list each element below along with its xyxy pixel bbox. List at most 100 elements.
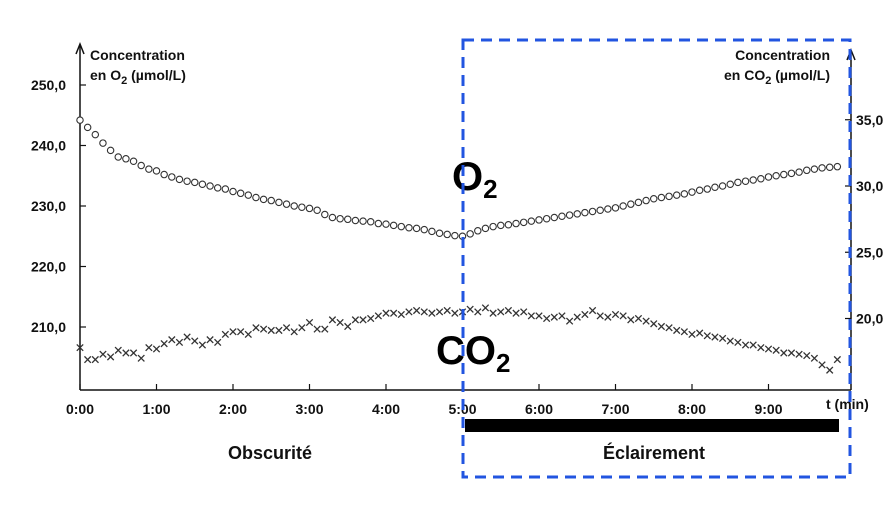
co2-point <box>267 326 275 335</box>
o2-point <box>496 221 505 230</box>
o2-point <box>466 230 474 238</box>
o2-point <box>122 155 130 163</box>
right-y-tick-label: 25,0 <box>856 244 883 260</box>
x-tick-label: 2:00 <box>219 401 247 417</box>
co2-point <box>535 312 543 320</box>
co2-point <box>818 361 826 369</box>
o2-point <box>328 213 337 222</box>
o2-point <box>305 204 314 213</box>
o2-point <box>252 193 260 202</box>
co2-point <box>198 341 207 349</box>
o2-point <box>596 206 604 214</box>
co2-point <box>634 314 643 323</box>
co2-point <box>183 333 191 341</box>
co2-point <box>764 345 773 353</box>
left-axis-title-line2: en O2 (µmol/L) <box>90 67 186 87</box>
o2-point <box>741 177 750 185</box>
o2-point <box>168 173 176 181</box>
co2-point <box>351 316 360 324</box>
o2-point <box>382 220 390 228</box>
x-tick-label: 3:00 <box>295 401 323 417</box>
co2-point <box>76 343 84 352</box>
o2-point <box>191 178 199 187</box>
co2-point <box>780 349 788 357</box>
o2-point <box>604 205 612 213</box>
co2-point <box>290 328 298 336</box>
co2-series-label: CO2 <box>436 329 510 378</box>
co2-series <box>76 304 842 374</box>
o2-point <box>695 186 704 195</box>
right-y-tick-label: 20,0 <box>856 311 883 327</box>
o2-point <box>657 193 666 202</box>
o2-point <box>764 173 773 181</box>
o2-point <box>519 218 528 227</box>
o2-point <box>152 167 161 175</box>
o2-point <box>244 191 253 199</box>
phase-label-light: Éclairement <box>603 442 705 463</box>
co2-point <box>718 334 727 343</box>
co2-point <box>122 349 130 357</box>
o2-point <box>588 207 597 216</box>
x-tick-label: 7:00 <box>601 401 629 417</box>
o2-point <box>634 198 643 207</box>
o2-point <box>321 210 329 219</box>
co2-point <box>489 309 497 317</box>
co2-point <box>160 340 168 348</box>
co2-point <box>229 328 237 336</box>
light-phase-highlight-box <box>461 38 852 479</box>
co2-point <box>734 338 742 347</box>
o2-point <box>412 224 421 233</box>
co2-point <box>826 366 834 374</box>
co2-point <box>657 322 666 331</box>
co2-point <box>106 353 115 361</box>
co2-point <box>520 308 528 316</box>
co2-point <box>344 322 352 331</box>
o2-point <box>313 206 321 214</box>
o2-point <box>703 185 712 193</box>
co2-point <box>512 309 520 317</box>
o2-point <box>451 231 459 240</box>
x-ticks: 0:00 1:00 2:00 3:00 4:00 5:00 6:00 7:00 8:00 9:00 <box>66 384 783 417</box>
o2-point <box>512 219 520 228</box>
co2-point <box>627 316 635 324</box>
o2-point <box>649 194 658 203</box>
co2-point <box>382 309 390 317</box>
x-axis-title: t (min) <box>826 396 869 412</box>
co2-point <box>787 349 796 357</box>
o2-point <box>443 230 451 239</box>
co2-point <box>619 312 627 320</box>
o2-series-label: O2 <box>452 155 498 204</box>
co2-point <box>588 306 597 315</box>
co2-point <box>367 314 375 323</box>
o2-point <box>504 221 513 229</box>
o2-point <box>275 198 283 207</box>
o2-point <box>672 191 681 199</box>
co2-point <box>611 310 620 319</box>
o2-point <box>680 190 689 198</box>
o2-point <box>259 195 268 204</box>
o2-point <box>282 200 291 208</box>
o2-point <box>145 165 153 173</box>
o2-point <box>298 203 306 211</box>
co2-point <box>214 338 222 347</box>
co2-point <box>466 305 474 313</box>
co2-point <box>114 346 122 354</box>
co2-point <box>313 325 321 333</box>
o2-point <box>206 182 214 190</box>
right-y-tick-label: 35,0 <box>856 112 883 128</box>
x-tick-label: 8:00 <box>678 401 706 417</box>
light-phase-bar <box>465 419 839 432</box>
o2-point <box>366 217 375 226</box>
o2-point <box>749 176 757 184</box>
co2-point <box>443 306 451 315</box>
co2-point <box>412 306 421 315</box>
co2-point <box>573 313 581 321</box>
co2-point <box>703 332 711 340</box>
o2-point <box>374 219 383 228</box>
co2-point <box>741 341 750 349</box>
o2-point <box>573 210 581 218</box>
co2-point <box>305 318 314 327</box>
o2-point <box>726 180 734 188</box>
co2-point <box>558 312 566 320</box>
o2-point <box>114 153 123 161</box>
